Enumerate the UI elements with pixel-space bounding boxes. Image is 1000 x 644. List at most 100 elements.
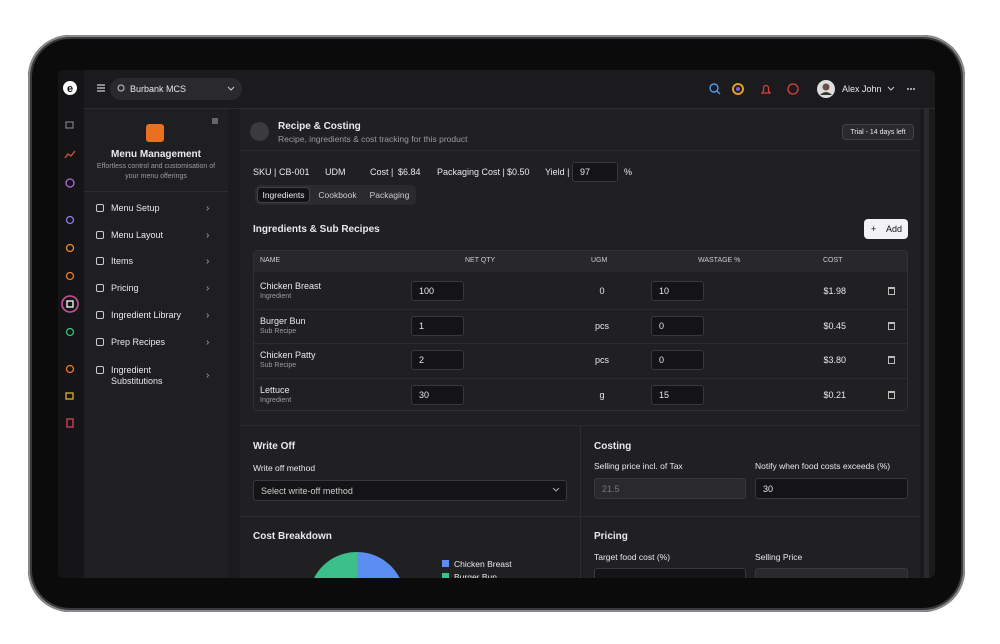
- target-label: Target food cost (%): [594, 552, 671, 562]
- svg-text:e: e: [67, 83, 73, 95]
- cost: $0.21: [823, 389, 846, 400]
- tab[interactable]: Cookbook: [318, 190, 357, 200]
- sku: CB-001: [279, 167, 310, 177]
- costing-title: Costing: [594, 441, 632, 452]
- menu-item[interactable]: Pricing: [111, 283, 139, 293]
- rail-icons: e: [61, 81, 79, 428]
- qty-input[interactable]: 30: [411, 384, 464, 405]
- column-header[interactable]: NAME: [260, 257, 281, 264]
- add-label[interactable]: Add: [886, 224, 903, 234]
- menu-item[interactable]: Items: [111, 256, 134, 266]
- user-name[interactable]: Alex John: [842, 84, 882, 94]
- sidebar: [84, 109, 228, 578]
- cost-pie: [314, 551, 400, 578]
- menu-item[interactable]: Menu Layout: [111, 230, 164, 240]
- pricing-selling-label: Selling Price: [755, 552, 803, 562]
- menu-chevron: ›: [206, 230, 210, 241]
- uom: pcs: [594, 320, 609, 331]
- ingredient-name: Lettuce: [260, 384, 290, 395]
- menu-item[interactable]: Ingredient Library: [111, 310, 182, 320]
- row-divider: [254, 377, 907, 379]
- uom: pcs: [594, 355, 609, 365]
- wastage-input[interactable]: 15: [651, 384, 704, 405]
- legend-swatch: [442, 573, 449, 578]
- wastage-input[interactable]: 0: [651, 350, 704, 370]
- topbar-icons[interactable]: [706, 79, 935, 99]
- wastage-input[interactable]: 10: [651, 281, 704, 301]
- menu-icon[interactable]: [96, 204, 104, 212]
- ingredients-table: [253, 250, 908, 411]
- screen: e Burbank MCS Alex John Menu Management …: [58, 70, 935, 578]
- ingredient-type: Sub Recipe: [260, 327, 297, 335]
- menu-item[interactable]: Ingredient Substitutions: [111, 365, 163, 386]
- ingredient-type: Sub Recipe: [260, 362, 297, 369]
- qty-input[interactable]: 100: [411, 281, 464, 301]
- delete-icon[interactable]: [888, 390, 895, 399]
- write-off-label: Write off method: [253, 463, 316, 473]
- location-icons: [117, 84, 235, 92]
- notify-label: Notify when food costs exceeds (%): [755, 461, 891, 471]
- tab[interactable]: Packaging: [369, 190, 410, 200]
- menu-icon[interactable]: [96, 284, 104, 292]
- delete-icon[interactable]: [888, 321, 895, 330]
- write-off-select[interactable]: Select write-off method: [253, 480, 567, 501]
- cost: $3.80: [823, 355, 846, 365]
- cost-label: Cost |: [370, 167, 394, 177]
- icon-rail: [58, 70, 84, 578]
- column-header[interactable]: WASTAGE %: [698, 257, 741, 264]
- menu-icon[interactable]: [96, 338, 104, 346]
- target-input[interactable]: [594, 568, 746, 578]
- menu-item[interactable]: Prep Recipes: [111, 337, 166, 347]
- delete-icon[interactable]: [888, 287, 895, 295]
- qty-input[interactable]: 2: [411, 350, 464, 370]
- tab[interactable]: Ingredients: [257, 187, 310, 203]
- delete-icon[interactable]: [888, 356, 895, 364]
- page-subtitle: Recipe, ingredients & cost tracking for …: [278, 134, 468, 144]
- packaging-label: Packaging Cost |: [437, 167, 505, 177]
- uom: g: [599, 389, 605, 400]
- menu-chevron: ›: [206, 283, 210, 294]
- menu-chevron: ›: [206, 203, 210, 214]
- table-header: [254, 251, 907, 272]
- selling-input: 21.5: [594, 478, 746, 499]
- write-off-title: Write Off: [253, 441, 296, 452]
- packaging-cost: $0.50: [507, 167, 530, 177]
- cost: $1.98: [823, 286, 846, 296]
- recipe-icon: [250, 122, 269, 141]
- menu-icon[interactable]: [96, 231, 104, 239]
- ingredient-type: Ingredient: [260, 396, 292, 404]
- udm[interactable]: UDM: [325, 167, 346, 177]
- notify-input[interactable]: 30: [755, 478, 908, 499]
- section-title: Ingredients & Sub Recipes: [253, 224, 380, 235]
- sidebar-subtitle: Effortless control and customisation of …: [96, 163, 216, 180]
- sidebar-title: Menu Management: [110, 149, 201, 160]
- menu-icon[interactable]: [96, 83, 106, 93]
- add-button[interactable]: [864, 219, 908, 239]
- trial-badge: Trial - 14 days left: [842, 124, 914, 140]
- select-chevron: [552, 487, 560, 492]
- ingredient-name: Chicken Patty: [260, 350, 316, 360]
- menu-chevron: ›: [206, 370, 210, 381]
- cost: $6.84: [398, 167, 421, 177]
- row-divider: [254, 308, 907, 310]
- menu-item[interactable]: Menu Setup: [111, 203, 160, 213]
- menu-icon[interactable]: [96, 311, 104, 319]
- menu-icon[interactable]: [96, 366, 104, 374]
- wastage-input[interactable]: 0: [651, 315, 704, 336]
- column-header[interactable]: COST: [823, 257, 843, 264]
- legend-label: Burger Bun: [454, 572, 497, 578]
- column-header[interactable]: NET QTY: [465, 257, 496, 264]
- selling-label: Selling price incl. of Tax: [594, 461, 683, 471]
- qty-input[interactable]: 1: [411, 315, 464, 336]
- pricing-title: Pricing: [594, 531, 628, 542]
- column-header[interactable]: UGM: [591, 257, 608, 264]
- menu-icon[interactable]: [96, 257, 104, 265]
- scrollbar: [924, 109, 929, 578]
- location-selector[interactable]: [110, 78, 242, 100]
- page-title: Recipe & Costing: [278, 121, 361, 132]
- ingredient-type: Ingredient: [260, 293, 292, 300]
- sku-label: SKU |: [253, 167, 277, 177]
- collapse-icon[interactable]: [212, 118, 218, 124]
- yield-label: Yield |: [545, 167, 570, 177]
- yield-input[interactable]: 97: [572, 162, 618, 182]
